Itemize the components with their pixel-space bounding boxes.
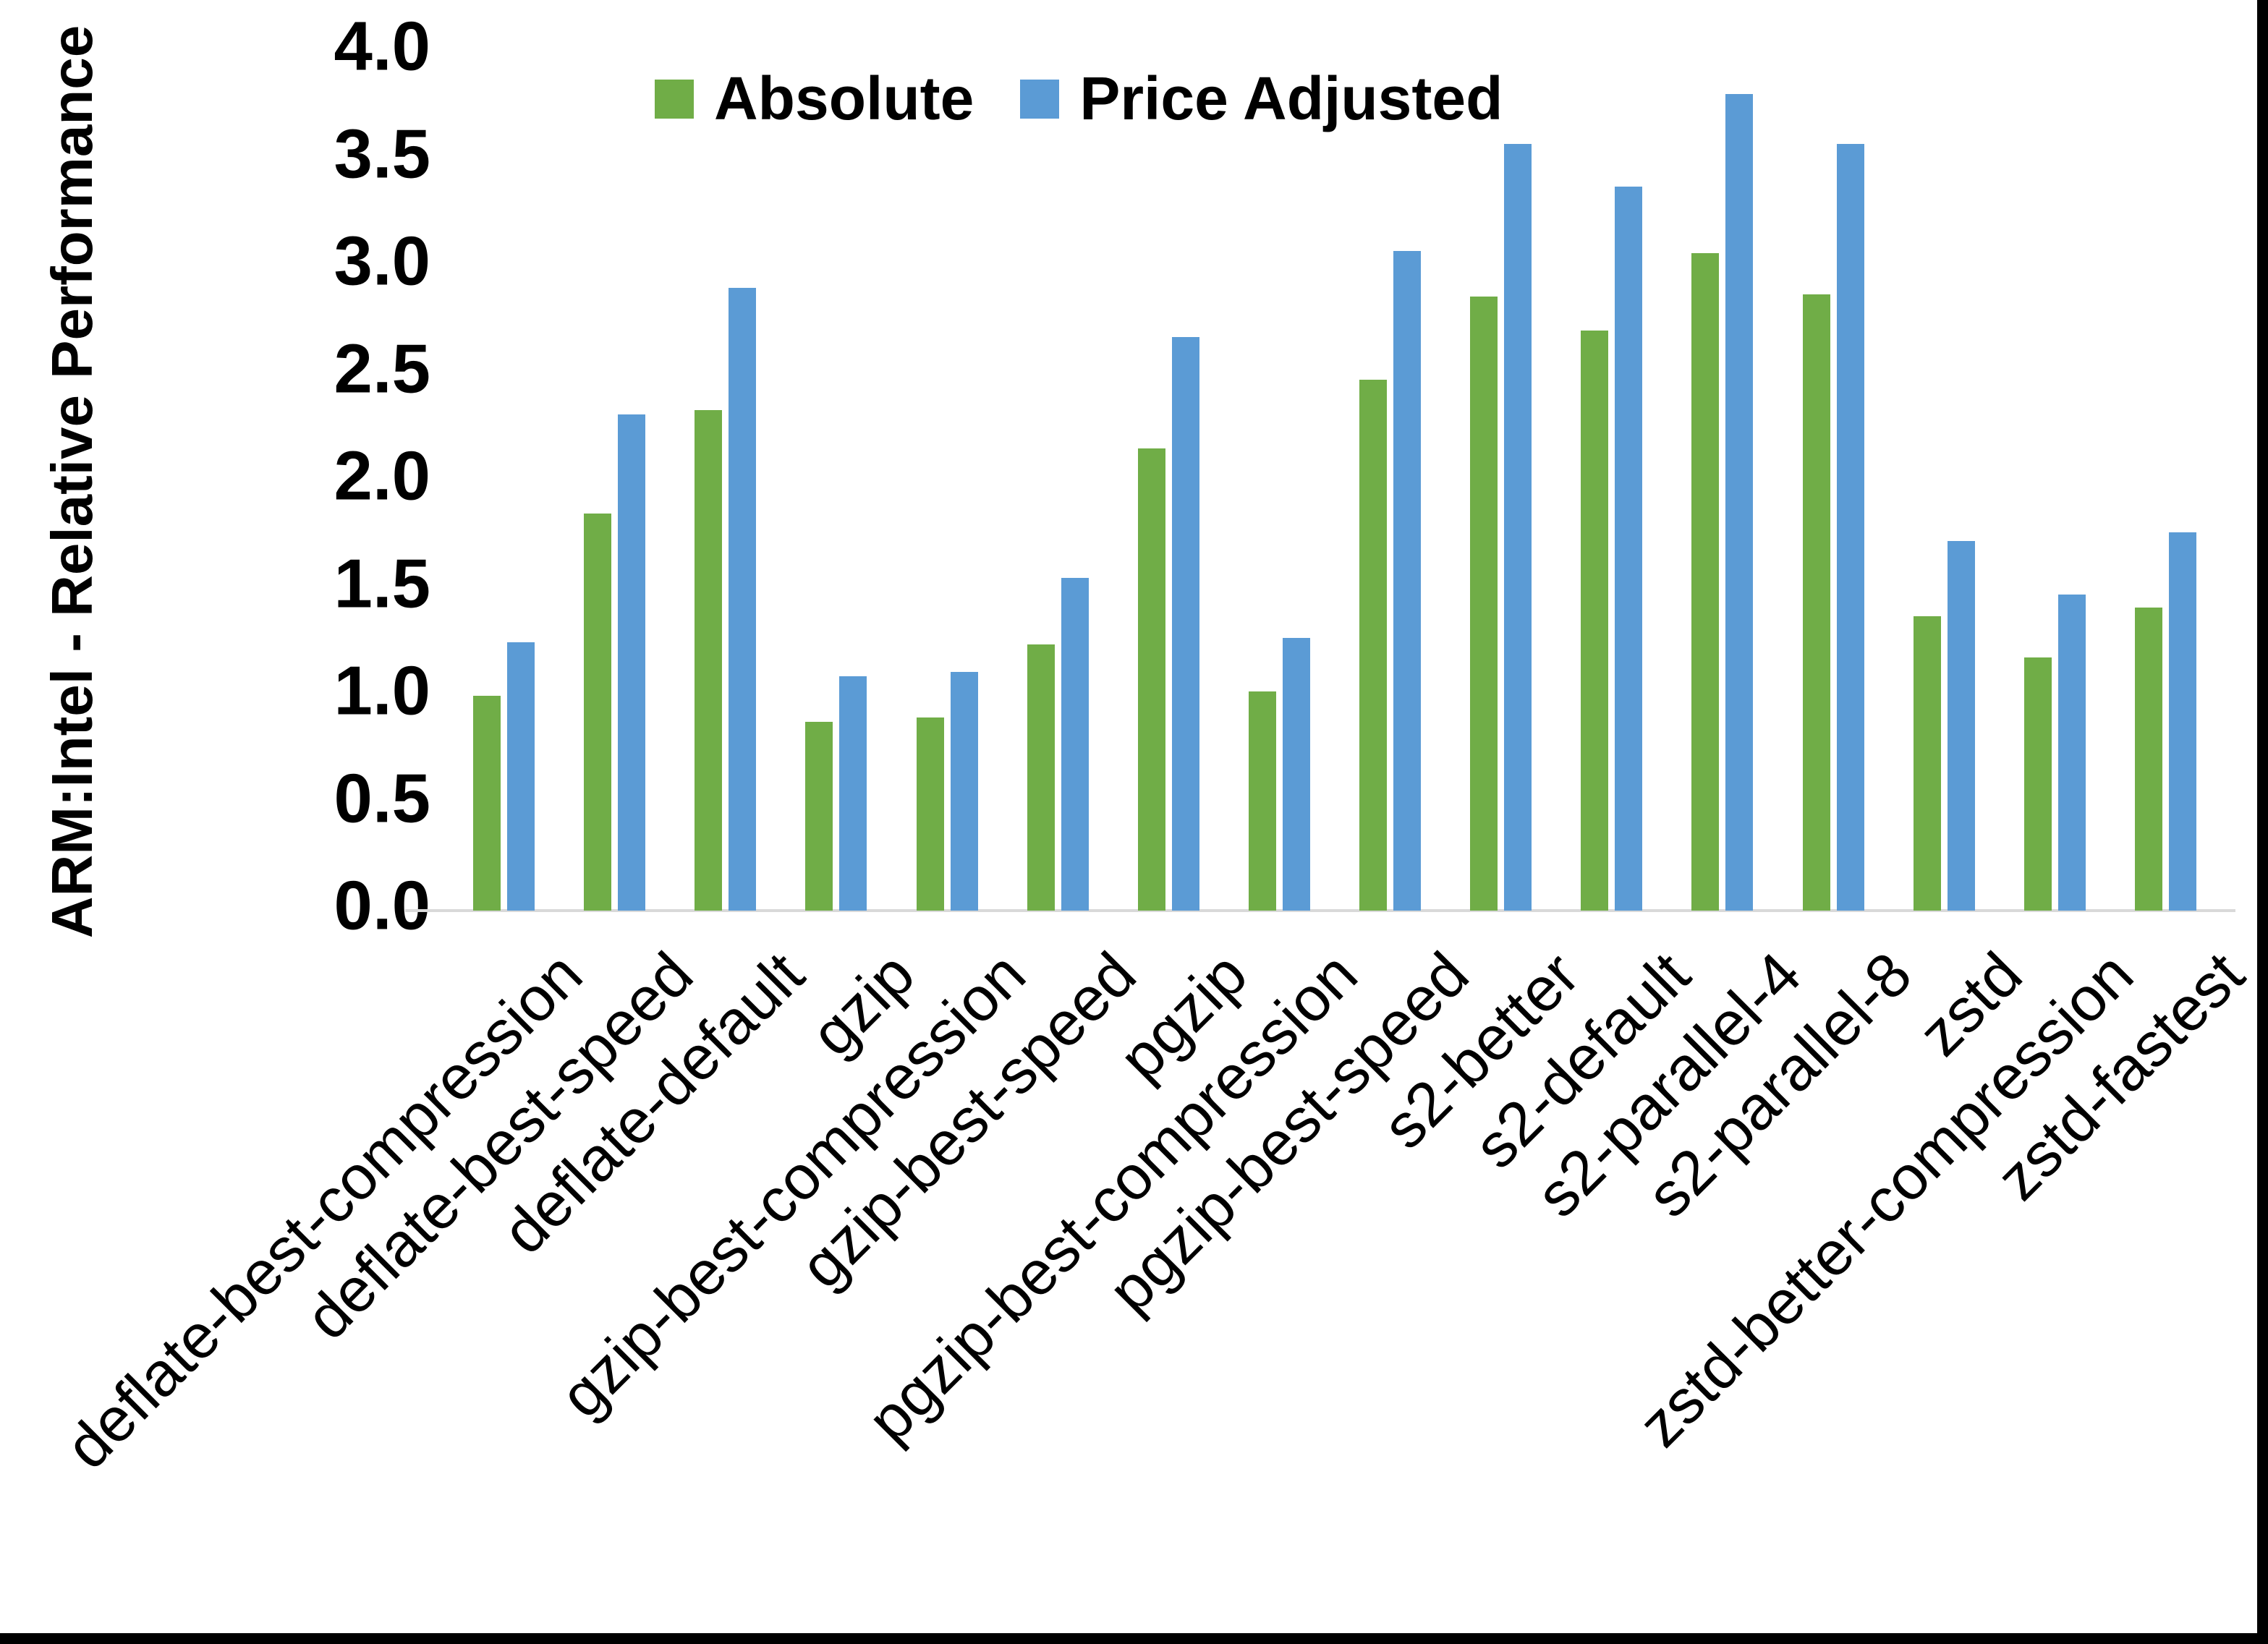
bar-price-adjusted-zstd-fastest <box>2168 532 2196 911</box>
screenshot-right-edge <box>2257 0 2268 1644</box>
bar-group-s2-default <box>1556 51 1667 911</box>
bar-price-adjusted-s2-parallel-8 <box>1836 143 1864 911</box>
x-axis-line <box>405 909 2235 912</box>
bar-absolute-s2-default <box>1581 331 1609 911</box>
legend-item-price-adjusted: Price Adjusted <box>1020 64 1503 134</box>
bar-group-zstd <box>1889 51 2000 911</box>
bar-group-deflate-best-speed <box>559 51 670 911</box>
bar-absolute-deflate-default <box>695 410 723 911</box>
bar-group-gzip <box>781 51 891 911</box>
bar-absolute-deflate-best-speed <box>584 513 612 911</box>
bar-price-adjusted-deflate-best-compression <box>507 642 535 911</box>
bar-price-adjusted-zstd <box>1947 541 1975 911</box>
bar-group-zstd-better-compression <box>2000 51 2110 911</box>
bar-price-adjusted-pgzip <box>1171 337 1199 911</box>
bar-group-s2-parallel-4 <box>1667 51 1778 911</box>
bar-absolute-zstd-fastest <box>2134 608 2162 911</box>
y-tick-label: 1.0 <box>334 652 430 730</box>
bar-absolute-pgzip-best-compression <box>1248 691 1276 911</box>
bar-absolute-pgzip-best-speed <box>1359 380 1388 911</box>
bar-price-adjusted-s2-better <box>1504 143 1532 911</box>
bar-price-adjusted-s2-default <box>1615 187 1643 911</box>
y-tick-label: 4.0 <box>334 7 430 85</box>
y-tick-label: 2.0 <box>334 437 430 515</box>
bar-absolute-deflate-best-compression <box>473 696 501 911</box>
legend-swatch-icon <box>655 79 694 119</box>
bar-absolute-pgzip <box>1137 448 1165 911</box>
bar-price-adjusted-gzip <box>839 676 867 911</box>
bar-absolute-zstd <box>1913 616 1941 911</box>
legend-swatch-icon <box>1020 79 1060 119</box>
bar-price-adjusted-gzip-best-speed <box>1061 577 1089 911</box>
bar-absolute-zstd-better-compression <box>2023 657 2052 911</box>
y-tick-label: 3.5 <box>334 114 430 192</box>
bar-group-pgzip <box>1113 51 1224 911</box>
bar-group-zstd-fastest <box>2110 51 2221 911</box>
bar-price-adjusted-deflate-best-speed <box>618 414 646 911</box>
y-tick-label: 0.5 <box>334 759 430 837</box>
bar-price-adjusted-pgzip-best-speed <box>1393 251 1422 911</box>
bar-price-adjusted-s2-parallel-4 <box>1725 94 1754 911</box>
bar-price-adjusted-gzip-best-compression <box>950 672 978 911</box>
plot-area <box>405 51 2235 912</box>
legend: Absolute Price Adjusted <box>655 64 1503 134</box>
y-tick-label: 0.0 <box>334 866 430 945</box>
bar-price-adjusted-deflate-default <box>729 287 757 911</box>
bar-group-pgzip-best-speed <box>1335 51 1445 911</box>
bar-price-adjusted-zstd-better-compression <box>2057 595 2086 911</box>
legend-item-absolute: Absolute <box>655 64 974 134</box>
y-tick-label: 3.0 <box>334 222 430 300</box>
bar-absolute-s2-parallel-4 <box>1691 253 1720 911</box>
bar-group-gzip-best-speed <box>1003 51 1113 911</box>
bar-absolute-gzip-best-speed <box>1027 644 1055 911</box>
legend-label: Absolute <box>714 64 974 132</box>
bar-group-deflate-default <box>670 51 781 911</box>
y-tick-label: 1.5 <box>334 544 430 622</box>
bar-group-pgzip-best-compression <box>1224 51 1335 911</box>
bar-group-gzip-best-compression <box>892 51 1003 911</box>
bar-groups <box>449 51 2221 911</box>
bar-group-s2-better <box>1445 51 1556 911</box>
bar-absolute-s2-parallel-8 <box>1802 294 1830 911</box>
bar-group-deflate-best-compression <box>449 51 559 911</box>
bar-absolute-s2-better <box>1470 296 1498 911</box>
legend-label: Price Adjusted <box>1079 64 1503 132</box>
bar-group-s2-parallel-8 <box>1778 51 1889 911</box>
bar-price-adjusted-pgzip-best-compression <box>1282 637 1310 911</box>
y-axis-title: ARM:Intel - Relative Performance <box>40 25 104 939</box>
bar-absolute-gzip <box>805 721 833 911</box>
y-tick-label: 2.5 <box>334 329 430 407</box>
bar-absolute-gzip-best-compression <box>916 717 944 911</box>
screenshot-bottom-edge <box>0 1633 2268 1644</box>
